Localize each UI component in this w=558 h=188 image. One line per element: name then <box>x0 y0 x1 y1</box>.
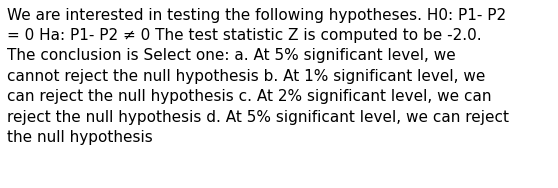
Text: We are interested in testing the following hypotheses. H0: P1- P2
= 0 Ha: P1- P2: We are interested in testing the followi… <box>7 8 509 145</box>
